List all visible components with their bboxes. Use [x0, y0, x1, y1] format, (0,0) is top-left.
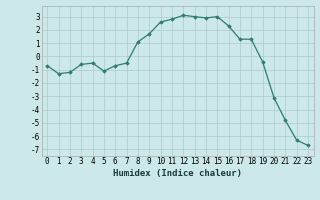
X-axis label: Humidex (Indice chaleur): Humidex (Indice chaleur) — [113, 169, 242, 178]
